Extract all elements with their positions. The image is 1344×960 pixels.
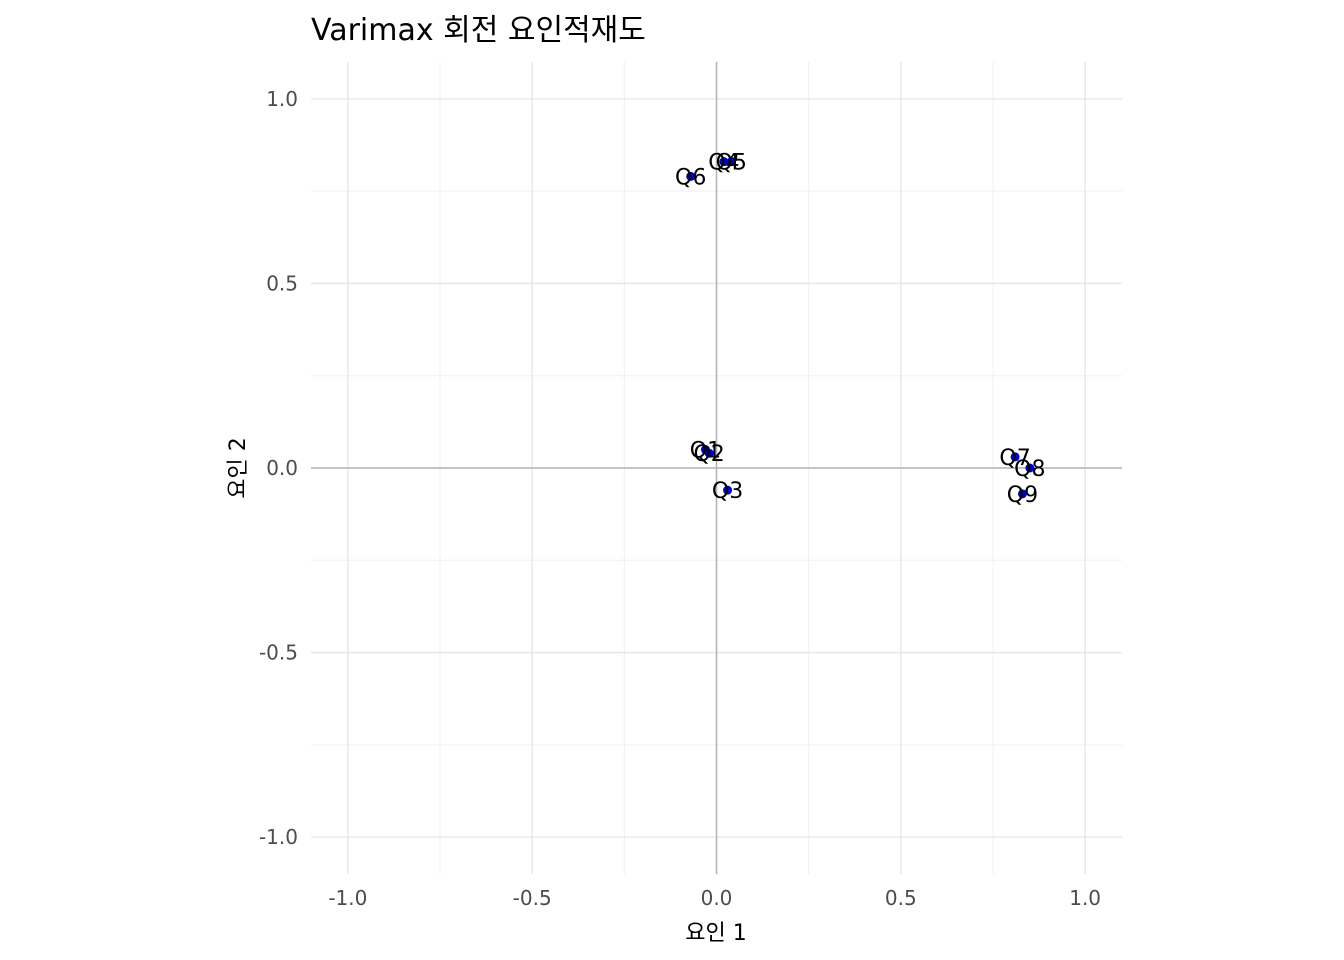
y-tick-label: 0.5 bbox=[266, 271, 298, 295]
y-axis-title: 요인 2 bbox=[226, 437, 251, 498]
data-point bbox=[719, 157, 729, 167]
point-label: Q9 bbox=[1007, 483, 1038, 508]
x-tick-label: 1.0 bbox=[1069, 886, 1101, 910]
data-point bbox=[1025, 463, 1035, 473]
y-tick-label: 1.0 bbox=[266, 87, 298, 111]
point-label: Q2 bbox=[693, 442, 724, 467]
data-point bbox=[1017, 489, 1027, 499]
x-tick-label: 0.0 bbox=[701, 886, 733, 910]
point-label: Q1 bbox=[690, 439, 721, 464]
data-point bbox=[686, 171, 696, 181]
point-label: Q4 bbox=[708, 151, 739, 176]
point-label: Q5 bbox=[716, 151, 747, 176]
chart-title: Varimax 회전 요인적재도 bbox=[311, 13, 646, 48]
point-label: Q8 bbox=[1014, 457, 1045, 482]
data-point bbox=[726, 157, 736, 167]
data-point bbox=[704, 448, 714, 458]
y-tick-label: -1.0 bbox=[259, 825, 298, 849]
y-tick-label: -0.5 bbox=[259, 641, 298, 665]
x-axis-title: 요인 1 bbox=[685, 921, 746, 946]
point-label: Q6 bbox=[675, 165, 706, 190]
x-tick-label: -0.5 bbox=[513, 886, 552, 910]
data-point bbox=[1010, 452, 1020, 462]
point-label: Q7 bbox=[999, 446, 1030, 471]
data-point bbox=[723, 485, 733, 495]
x-axis-ticks: -1.0 -0.5 0.0 0.5 1.0 bbox=[328, 886, 1101, 910]
y-axis-ticks: -1.0 -0.5 0.0 0.5 1.0 bbox=[259, 87, 298, 849]
data-points bbox=[686, 157, 1035, 499]
y-tick-label: 0.0 bbox=[266, 456, 298, 480]
x-tick-label: -1.0 bbox=[328, 886, 367, 910]
x-tick-label: 0.5 bbox=[885, 886, 917, 910]
point-label: Q3 bbox=[712, 479, 743, 504]
zero-lines bbox=[311, 62, 1122, 874]
